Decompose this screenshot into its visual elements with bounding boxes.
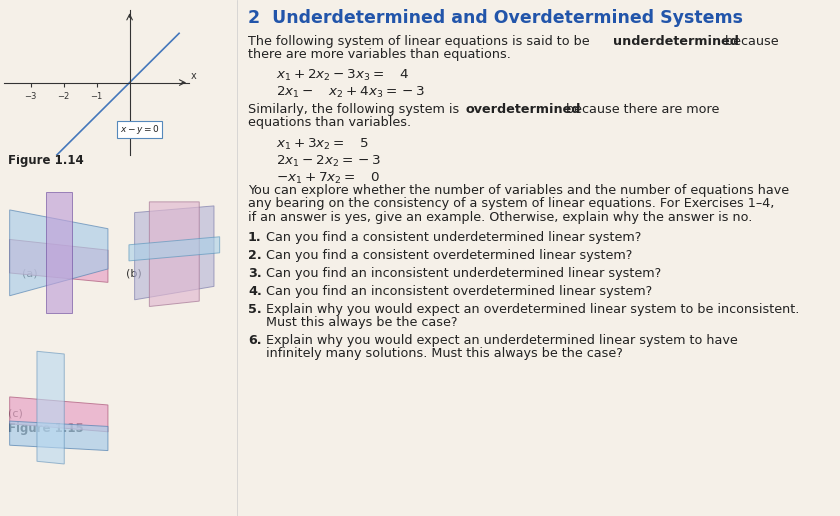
Polygon shape	[45, 192, 72, 313]
Text: You can explore whether the number of variables and the number of equations have: You can explore whether the number of va…	[248, 184, 789, 197]
Text: $x_1 + 3x_2 =\ \ \ 5$: $x_1 + 3x_2 =\ \ \ 5$	[276, 137, 370, 152]
Text: $2x_1 -\ \ \ x_2 + 4x_3 = -3$: $2x_1 -\ \ \ x_2 + 4x_3 = -3$	[276, 85, 425, 100]
Text: Must this always be the case?: Must this always be the case?	[266, 316, 458, 329]
Polygon shape	[10, 397, 108, 432]
Polygon shape	[10, 210, 108, 296]
Text: The following system of linear equations is said to be: The following system of linear equations…	[248, 35, 594, 48]
Text: infinitely many solutions. Must this always be the case?: infinitely many solutions. Must this alw…	[266, 347, 623, 360]
Polygon shape	[150, 202, 199, 307]
Text: Explain why you would expect an underdetermined linear system to have: Explain why you would expect an underdet…	[266, 334, 738, 347]
Polygon shape	[134, 206, 214, 300]
Text: Figure 1.14: Figure 1.14	[8, 154, 84, 167]
Text: Can you find a consistent underdetermined linear system?: Can you find a consistent underdetermine…	[266, 231, 642, 244]
Text: Explain why you would expect an overdetermined linear system to be inconsistent.: Explain why you would expect an overdete…	[266, 303, 800, 316]
Text: 5.: 5.	[248, 303, 261, 316]
Text: Similarly, the following system is: Similarly, the following system is	[248, 103, 463, 116]
Text: 2  Underdetermined and Overdetermined Systems: 2 Underdetermined and Overdetermined Sys…	[248, 9, 743, 27]
Text: 1.: 1.	[248, 231, 261, 244]
Polygon shape	[10, 239, 108, 282]
Text: Figure 1.15: Figure 1.15	[8, 422, 84, 435]
Text: 6.: 6.	[248, 334, 261, 347]
Text: (a): (a)	[22, 268, 38, 278]
Text: underdetermined: underdetermined	[613, 35, 739, 48]
Polygon shape	[129, 237, 220, 261]
Text: $x - y = 0$: $x - y = 0$	[120, 123, 160, 136]
Text: (b): (b)	[126, 268, 142, 278]
Text: $-x_1 + 7x_2 =\ \ \ 0$: $-x_1 + 7x_2 =\ \ \ 0$	[276, 171, 381, 186]
Polygon shape	[10, 421, 108, 450]
Text: 3.: 3.	[248, 267, 261, 280]
Polygon shape	[37, 351, 65, 464]
Text: there are more variables than equations.: there are more variables than equations.	[248, 48, 511, 61]
Text: Can you find an inconsistent underdetermined linear system?: Can you find an inconsistent underdeterm…	[266, 267, 661, 280]
Text: overdetermined: overdetermined	[466, 103, 581, 116]
Text: any bearing on the consistency of a system of linear equations. For Exercises 1–: any bearing on the consistency of a syst…	[248, 198, 774, 211]
Text: $2x_1 - 2x_2 = -3$: $2x_1 - 2x_2 = -3$	[276, 154, 381, 169]
Text: equations than variables.: equations than variables.	[248, 116, 411, 129]
Text: Can you find an inconsistent overdetermined linear system?: Can you find an inconsistent overdetermi…	[266, 285, 652, 298]
Text: 4.: 4.	[248, 285, 262, 298]
Text: because: because	[721, 35, 779, 48]
Text: $x_1 + 2x_2 - 3x_3 =\ \ \ 4$: $x_1 + 2x_2 - 3x_3 =\ \ \ 4$	[276, 68, 409, 83]
Text: because there are more: because there are more	[562, 103, 719, 116]
Text: (c): (c)	[8, 408, 23, 418]
Text: 2.: 2.	[248, 249, 261, 262]
Text: x: x	[191, 71, 197, 81]
Text: Can you find a consistent overdetermined linear system?: Can you find a consistent overdetermined…	[266, 249, 633, 262]
Text: if an answer is yes, give an example. Otherwise, explain why the answer is no.: if an answer is yes, give an example. Ot…	[248, 211, 753, 224]
